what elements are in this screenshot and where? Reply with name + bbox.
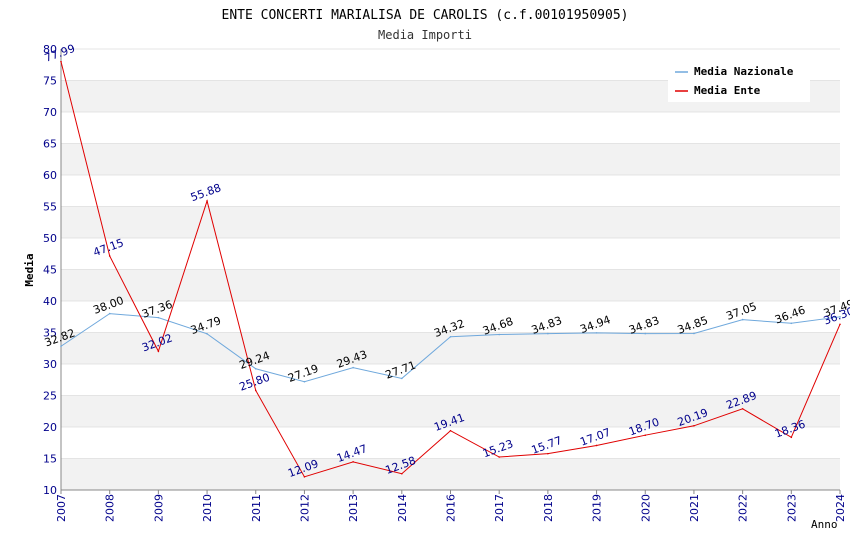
y-tick-label: 35 <box>43 327 57 340</box>
data-point-ente <box>547 452 549 455</box>
y-tick-label: 30 <box>43 358 57 371</box>
y-tick-label: 55 <box>43 201 57 214</box>
data-point-ente <box>60 60 62 63</box>
data-point-nazionale <box>547 332 549 335</box>
data-point-nazionale <box>741 318 744 321</box>
data-point-nazionale <box>790 322 793 325</box>
data-point-ente <box>839 323 841 326</box>
grid-band <box>61 269 840 301</box>
data-point-ente <box>254 389 257 392</box>
data-point-nazionale <box>839 316 841 318</box>
legend-label-ente: Media Ente <box>694 84 761 97</box>
data-point-ente <box>108 255 111 257</box>
data-point-ente <box>401 472 403 475</box>
data-point-nazionale <box>60 345 62 348</box>
x-tick-label: 2020 <box>639 494 652 522</box>
data-label-nazionale: 37.05 <box>724 300 758 323</box>
x-tick-label: 2013 <box>347 494 360 522</box>
y-tick-label: 70 <box>43 106 57 119</box>
x-tick-label: 2018 <box>542 494 555 522</box>
grid-band <box>61 395 840 427</box>
chart-subtitle: Media Importi <box>378 28 472 42</box>
data-point-ente <box>206 200 208 202</box>
x-tick-label: 2021 <box>688 494 701 522</box>
x-tick-label: 2009 <box>152 494 165 522</box>
y-tick-label: 20 <box>43 421 57 434</box>
y-tick-label: 50 <box>43 232 57 245</box>
data-point-ente <box>644 434 647 436</box>
x-tick-label: 2011 <box>250 494 263 522</box>
x-tick-label: 2012 <box>298 494 311 522</box>
data-point-nazionale <box>449 335 452 338</box>
data-point-ente <box>595 444 598 447</box>
data-point-ente <box>303 476 306 478</box>
data-point-nazionale <box>254 367 257 370</box>
x-tick-label: 2010 <box>201 494 214 522</box>
data-point-nazionale <box>595 332 598 334</box>
grid-band <box>61 332 840 364</box>
data-point-nazionale <box>303 380 306 383</box>
data-label-ente: 47.15 <box>91 236 125 259</box>
legend-label-nazionale: Media Nazionale <box>694 65 794 78</box>
y-tick-label: 60 <box>43 169 57 182</box>
data-label-ente: 55.88 <box>189 181 223 204</box>
y-tick-label: 40 <box>43 295 57 308</box>
y-tick-label: 15 <box>43 453 57 466</box>
legend-box <box>668 60 810 102</box>
x-tick-label: 2017 <box>493 494 506 522</box>
data-point-ente <box>693 425 695 427</box>
y-tick-label: 10 <box>43 484 57 497</box>
y-tick-label: 75 <box>43 75 57 88</box>
chart-title: ENTE CONCERTI MARIALISA DE CAROLIS (c.f.… <box>222 8 629 23</box>
y-axis-label: Media <box>23 253 36 286</box>
y-tick-label: 45 <box>43 264 57 277</box>
x-tick-label: 2008 <box>104 494 117 522</box>
x-tick-label: 2016 <box>445 494 458 522</box>
data-point-nazionale <box>498 333 500 336</box>
x-tick-label: 2014 <box>396 494 409 522</box>
data-point-ente <box>352 461 354 463</box>
data-point-ente <box>498 456 500 458</box>
grid-band <box>61 458 840 490</box>
y-tick-label: 80 <box>43 43 57 56</box>
data-label-ente: 25.80 <box>238 371 272 394</box>
data-point-nazionale <box>693 332 695 335</box>
data-point-ente <box>741 407 744 410</box>
x-tick-label: 2019 <box>591 494 604 522</box>
grid-band <box>61 143 840 175</box>
legend: Media Nazionale Media Ente <box>668 60 810 102</box>
x-tick-label: 2024 <box>834 494 847 522</box>
data-point-nazionale <box>352 366 354 369</box>
data-point-ente <box>157 350 160 353</box>
x-tick-label: 2023 <box>785 494 798 522</box>
x-tick-label: 2022 <box>737 494 750 522</box>
data-point-nazionale <box>401 377 403 380</box>
grid-band <box>61 206 840 238</box>
x-axis-label: Anno <box>811 518 838 531</box>
data-point-nazionale <box>108 312 111 315</box>
data-point-nazionale <box>206 333 208 335</box>
y-tick-label: 25 <box>43 390 57 403</box>
data-point-ente <box>790 436 793 439</box>
x-tick-label: 2007 <box>55 494 68 522</box>
data-point-ente <box>449 429 452 432</box>
data-point-nazionale <box>157 316 160 319</box>
y-tick-label: 65 <box>43 138 57 151</box>
data-point-nazionale <box>644 332 647 335</box>
